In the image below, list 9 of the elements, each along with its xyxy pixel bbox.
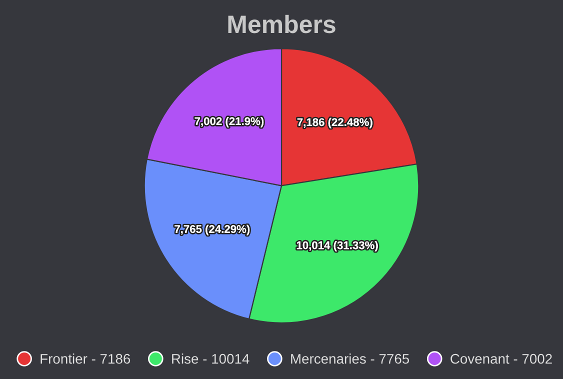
data-label: 7,765 (24.29%) [174,224,250,236]
chart-title: Members [228,14,336,34]
legend-label: Mercenaries - 7765 [291,354,410,364]
legend-label: Covenant - 7002 [450,354,552,364]
legend-label: Frontier - 7186 [40,354,130,364]
data-label: 7,002 (21.9%) [194,116,264,128]
data-label: 7,186 (22.48%) [297,118,372,128]
legend-label: Rise - 10014 [172,354,250,364]
data-label: 10,014 (31.33%) [296,241,378,252]
